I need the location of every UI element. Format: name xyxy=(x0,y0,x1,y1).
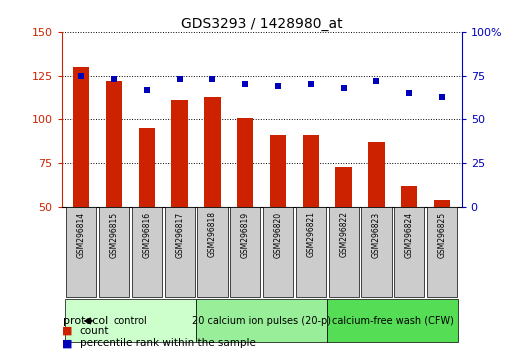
Text: GSM296822: GSM296822 xyxy=(339,211,348,257)
Bar xyxy=(106,81,122,207)
Bar xyxy=(401,186,418,207)
Bar xyxy=(394,207,424,297)
Point xyxy=(274,83,282,89)
Point xyxy=(372,78,381,84)
Bar xyxy=(295,207,326,297)
Point xyxy=(110,76,118,82)
Point xyxy=(175,76,184,82)
Text: 20 calcium ion pulses (20-p): 20 calcium ion pulses (20-p) xyxy=(192,316,331,326)
Bar xyxy=(65,299,196,342)
Bar xyxy=(263,207,293,297)
Text: calcium-free wash (CFW): calcium-free wash (CFW) xyxy=(332,316,454,326)
Text: GSM296816: GSM296816 xyxy=(142,211,151,257)
Text: GSM296817: GSM296817 xyxy=(175,211,184,257)
Text: GSM296820: GSM296820 xyxy=(273,211,283,257)
Bar xyxy=(434,200,450,207)
Bar xyxy=(328,207,359,297)
Point xyxy=(77,73,85,79)
Text: ■: ■ xyxy=(62,338,72,348)
Bar xyxy=(139,128,155,207)
Bar xyxy=(303,135,319,207)
Bar xyxy=(165,207,195,297)
Text: GSM296818: GSM296818 xyxy=(208,211,217,257)
Bar xyxy=(237,118,253,207)
Bar xyxy=(196,299,327,342)
Point xyxy=(241,81,249,87)
Bar xyxy=(132,207,162,297)
Bar xyxy=(368,142,385,207)
Bar xyxy=(198,207,228,297)
Text: GSM296815: GSM296815 xyxy=(110,211,119,257)
Point xyxy=(340,85,348,91)
Bar xyxy=(73,67,89,207)
Point xyxy=(405,90,413,96)
Bar xyxy=(230,207,260,297)
Point xyxy=(208,76,216,82)
Text: GSM296814: GSM296814 xyxy=(77,211,86,257)
Bar xyxy=(336,167,352,207)
Bar xyxy=(204,97,221,207)
Point xyxy=(307,81,315,87)
Text: GSM296825: GSM296825 xyxy=(438,211,446,257)
Text: GSM296819: GSM296819 xyxy=(241,211,250,257)
Point xyxy=(438,94,446,99)
Text: count: count xyxy=(80,326,109,336)
Bar xyxy=(427,207,457,297)
Text: GSM296824: GSM296824 xyxy=(405,211,413,257)
Bar xyxy=(361,207,391,297)
Text: ■: ■ xyxy=(62,326,72,336)
Text: protocol: protocol xyxy=(63,316,108,326)
Bar xyxy=(327,299,459,342)
Bar xyxy=(171,100,188,207)
Text: GSM296823: GSM296823 xyxy=(372,211,381,257)
Bar xyxy=(270,135,286,207)
Title: GDS3293 / 1428980_at: GDS3293 / 1428980_at xyxy=(181,17,343,31)
Text: percentile rank within the sample: percentile rank within the sample xyxy=(80,338,255,348)
Point xyxy=(143,87,151,92)
Text: GSM296821: GSM296821 xyxy=(306,211,315,257)
Text: control: control xyxy=(113,316,147,326)
Bar xyxy=(66,207,96,297)
Bar xyxy=(99,207,129,297)
